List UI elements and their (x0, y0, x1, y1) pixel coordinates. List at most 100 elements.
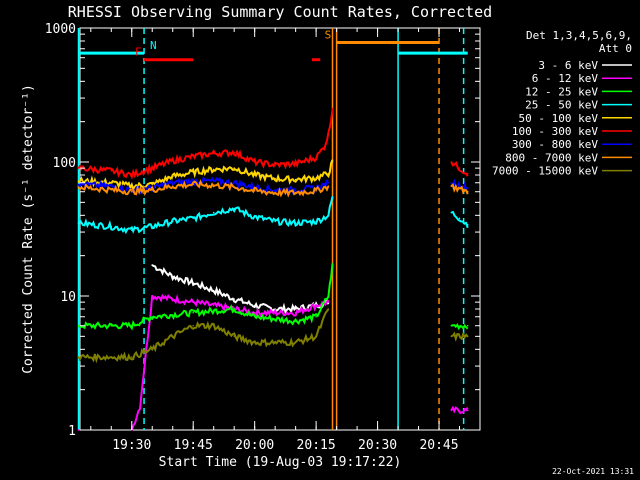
series-4-point-0-7 (233, 167, 235, 169)
series-7-point-0-3 (151, 189, 153, 191)
series-5-point-0-14 (331, 107, 334, 110)
series-1-point-2-0 (450, 409, 453, 412)
x-tick-label: 19:30 (112, 438, 151, 453)
y-axis-label: Corrected Count Rate (s⁻¹ detector⁻¹) (21, 84, 36, 374)
series-4-point-0-6 (212, 168, 215, 171)
flag-bars: NF S (78, 28, 468, 62)
series-4-point-0-8 (253, 174, 256, 176)
series-1-point-1-7 (253, 311, 256, 314)
series-1-point-1-8 (274, 311, 277, 314)
legend-header-line-2: Att 0 (599, 42, 632, 55)
series-1-point-1-5 (212, 304, 215, 307)
series-3-point-0-13 (331, 196, 334, 198)
series-7-point-1-0 (450, 185, 453, 187)
series-2-point-0-3 (151, 316, 153, 318)
series-7-point-0-8 (253, 190, 256, 192)
series-5-point-0-4 (171, 160, 174, 162)
series-3-point-0-10 (294, 222, 297, 224)
series-5-point-0-0 (77, 167, 80, 169)
series-1-line-2 (450, 405, 469, 415)
legend-label: 3 - 6 keV (538, 59, 598, 72)
series-3-point-0-5 (192, 217, 194, 220)
series-2-point-0-6 (253, 316, 256, 318)
series-5-line-0 (77, 109, 334, 180)
series-1-point-1-1 (139, 405, 141, 408)
series-6-point-0-0 (77, 183, 80, 186)
series-3-point-0-8 (253, 216, 256, 218)
series-6-point-1-1 (466, 187, 469, 189)
series-2-point-1-0 (450, 324, 453, 327)
series-2-point-0-10 (331, 264, 334, 266)
series-8-point-0-0 (77, 356, 80, 358)
series-3-point-0-0 (77, 222, 80, 224)
series-5-point-0-13 (327, 133, 330, 136)
legend-label: 6 - 12 keV (532, 72, 599, 85)
series-1-point-0-0 (77, 429, 80, 431)
series-8-line-0 (77, 308, 330, 364)
series-8-point-0-9 (274, 341, 277, 344)
series-1-point-1-2 (151, 295, 153, 297)
series-6-point-0-9 (274, 189, 277, 191)
legend-label: 300 - 800 keV (512, 138, 598, 151)
series-0-point-0-7 (294, 308, 297, 310)
series-2-point-0-2 (131, 324, 133, 327)
series-4-point-0-5 (192, 171, 194, 173)
series-0-point-0-0 (151, 264, 153, 266)
series-4-point-0-2 (131, 185, 133, 187)
vertical-markers (77, 28, 465, 430)
series-1-point-2-1 (466, 409, 469, 412)
series-5-point-0-3 (151, 167, 153, 169)
series-5-point-0-10 (294, 163, 297, 165)
series-0-point-0-3 (212, 289, 215, 292)
footer-timestamp: 22-Oct-2021 13:31 (552, 467, 634, 476)
series-3-line-1 (451, 210, 469, 229)
legend-label: 25 - 50 keV (525, 99, 598, 112)
series-1-point-1-4 (192, 301, 194, 303)
series-5-point-0-12 (323, 145, 326, 148)
series-0-point-0-1 (171, 275, 174, 278)
series-3-point-0-3 (151, 225, 153, 228)
series-4-point-0-13 (331, 161, 334, 163)
series-4-point-0-1 (110, 182, 113, 184)
x-tick-label: 20:30 (358, 438, 397, 453)
series-4-point-0-11 (315, 177, 317, 179)
series-5-point-0-6 (212, 152, 215, 155)
flag-label-n: N (150, 39, 157, 52)
series-8-point-0-5 (192, 324, 194, 327)
series-3-point-0-6 (212, 211, 215, 214)
series-7-point-0-10 (294, 191, 297, 194)
series-4-point-0-4 (171, 175, 174, 178)
legend-header-line-1: Det 1,3,4,5,6,9, (526, 29, 632, 42)
series-5-point-0-11 (315, 156, 317, 159)
series-0-point-0-2 (192, 282, 194, 284)
series-5-point-0-2 (131, 174, 133, 176)
series-2-point-0-5 (233, 308, 235, 310)
series-8-point-0-3 (151, 348, 153, 351)
series-3-point-0-4 (171, 220, 174, 223)
series-8-line-1 (450, 331, 469, 342)
series-0-point-0-4 (233, 298, 235, 300)
series-4-point-0-10 (294, 178, 297, 181)
x-tick-label: 20:00 (235, 438, 274, 453)
series-4-point-0-9 (274, 177, 277, 180)
series-8-point-0-12 (327, 308, 330, 310)
series-3-point-0-9 (274, 220, 277, 223)
x-tick-label: 19:45 (174, 438, 213, 453)
series-8-point-0-7 (233, 335, 235, 338)
series-2-point-0-7 (294, 320, 297, 322)
legend-label: 12 - 25 keV (525, 85, 598, 98)
series-7-point-0-12 (327, 185, 330, 187)
series-8 (77, 308, 469, 364)
series-7-point-0-11 (315, 190, 317, 192)
plot-area-frame (79, 27, 481, 431)
series-5-point-0-5 (192, 155, 194, 158)
series-3-point-0-1 (110, 225, 113, 228)
series-2-point-0-0 (77, 324, 80, 327)
series-7-point-0-2 (131, 190, 133, 193)
series-6-point-0-4 (171, 182, 174, 184)
series-0-line-0 (151, 264, 330, 315)
series-6-point-0-12 (327, 182, 330, 184)
series-5-point-0-9 (274, 164, 277, 166)
series-0-point-0-5 (253, 304, 256, 307)
series-3-point-1-1 (458, 217, 461, 220)
